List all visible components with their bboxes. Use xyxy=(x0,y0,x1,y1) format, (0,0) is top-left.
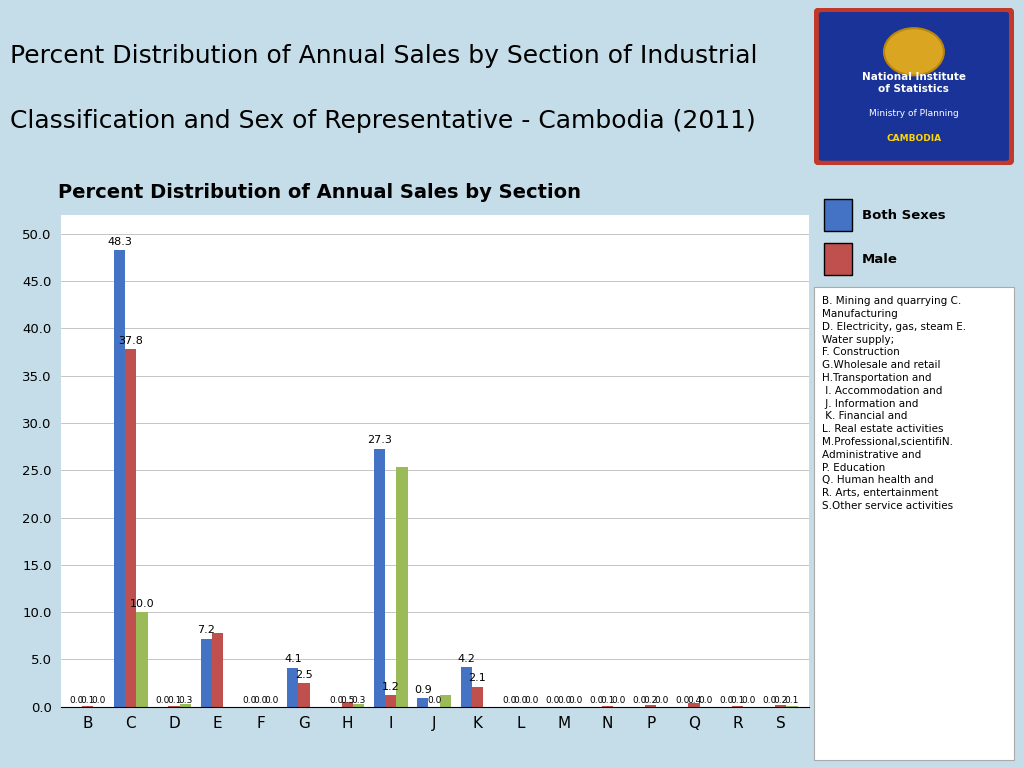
Bar xyxy=(396,468,408,707)
Text: 0.1: 0.1 xyxy=(784,696,800,705)
Bar xyxy=(439,695,451,707)
Text: 1.2: 1.2 xyxy=(382,682,399,692)
Text: 0.2: 0.2 xyxy=(644,696,657,705)
Bar xyxy=(353,703,365,707)
Bar xyxy=(645,705,656,707)
Text: 2.5: 2.5 xyxy=(295,670,313,680)
Text: 0.0: 0.0 xyxy=(265,696,280,705)
Text: 2.1: 2.1 xyxy=(469,674,486,684)
Text: 0.0: 0.0 xyxy=(503,696,517,705)
Bar xyxy=(169,706,180,707)
Text: 4.2: 4.2 xyxy=(458,654,475,664)
Text: Percent Distribution of Annual Sales by Section: Percent Distribution of Annual Sales by … xyxy=(57,184,581,203)
Text: 0.1: 0.1 xyxy=(600,696,614,705)
Text: Ministry of Planning: Ministry of Planning xyxy=(869,108,958,118)
Bar xyxy=(461,667,472,707)
Text: 0.0: 0.0 xyxy=(741,696,756,705)
Bar xyxy=(385,695,396,707)
Text: 0.9: 0.9 xyxy=(414,685,432,695)
Text: 0.0: 0.0 xyxy=(589,696,603,705)
Text: Classification and Sex of Representative - Cambodia (2011): Classification and Sex of Representative… xyxy=(10,109,756,133)
Text: 0.4: 0.4 xyxy=(687,696,701,705)
Text: 37.8: 37.8 xyxy=(119,336,143,346)
Bar xyxy=(201,638,212,707)
Text: 0.0: 0.0 xyxy=(719,696,733,705)
Text: 0.0: 0.0 xyxy=(427,696,441,705)
Text: 0.0: 0.0 xyxy=(69,696,83,705)
Text: 7.2: 7.2 xyxy=(198,625,215,635)
Bar xyxy=(125,349,136,707)
Text: 0.0: 0.0 xyxy=(611,696,626,705)
Text: 0.5: 0.5 xyxy=(340,696,354,705)
Bar xyxy=(732,706,743,707)
Bar xyxy=(688,703,699,707)
Text: 4.1: 4.1 xyxy=(284,654,302,664)
FancyBboxPatch shape xyxy=(824,199,852,231)
Text: 0.3: 0.3 xyxy=(351,696,366,705)
Bar xyxy=(417,698,428,707)
Text: 0.0: 0.0 xyxy=(762,696,777,705)
Text: CAMBODIA: CAMBODIA xyxy=(887,134,941,143)
Bar xyxy=(786,706,798,707)
Text: 0.0: 0.0 xyxy=(546,696,560,705)
Text: 0.3: 0.3 xyxy=(178,696,193,705)
Text: 0.1: 0.1 xyxy=(80,696,94,705)
Bar xyxy=(298,683,309,707)
Bar xyxy=(342,702,353,707)
Text: 0.0: 0.0 xyxy=(329,696,343,705)
FancyBboxPatch shape xyxy=(824,243,852,276)
Bar xyxy=(180,703,191,707)
Text: 0.0: 0.0 xyxy=(525,696,540,705)
Text: Percent Distribution of Annual Sales by Section of Industrial: Percent Distribution of Annual Sales by … xyxy=(10,45,758,68)
Bar xyxy=(212,633,223,707)
Bar xyxy=(136,612,147,707)
Bar xyxy=(114,250,125,707)
Text: 0.0: 0.0 xyxy=(243,696,257,705)
Text: 0.0: 0.0 xyxy=(254,696,268,705)
Bar xyxy=(602,706,613,707)
Text: 10.0: 10.0 xyxy=(130,599,155,609)
Text: 0.0: 0.0 xyxy=(676,696,690,705)
Text: 0.0: 0.0 xyxy=(655,696,670,705)
FancyBboxPatch shape xyxy=(816,9,1012,164)
Bar xyxy=(287,668,298,707)
Text: 48.3: 48.3 xyxy=(108,237,132,247)
Circle shape xyxy=(884,28,944,75)
Text: B. Mining and quarrying C.
Manufacturing
D. Electricity, gas, steam E.
Water sup: B. Mining and quarrying C. Manufacturing… xyxy=(822,296,967,511)
Text: 0.2: 0.2 xyxy=(774,696,787,705)
Bar xyxy=(82,706,93,707)
Text: 0.0: 0.0 xyxy=(698,696,713,705)
Text: Male: Male xyxy=(862,253,898,266)
Bar xyxy=(775,705,786,707)
Text: 0.0: 0.0 xyxy=(514,696,528,705)
Text: 0.0: 0.0 xyxy=(557,696,571,705)
Bar xyxy=(374,449,385,707)
Text: Both Sexes: Both Sexes xyxy=(862,209,945,222)
Bar xyxy=(472,687,483,707)
FancyBboxPatch shape xyxy=(814,287,1014,760)
Text: 0.1: 0.1 xyxy=(167,696,181,705)
Text: 0.0: 0.0 xyxy=(633,696,647,705)
Text: 27.3: 27.3 xyxy=(367,435,392,445)
Text: 0.1: 0.1 xyxy=(730,696,744,705)
Text: 0.0: 0.0 xyxy=(91,696,105,705)
Text: 0.0: 0.0 xyxy=(568,696,583,705)
Text: 0.0: 0.0 xyxy=(156,696,170,705)
Text: National Institute
of Statistics: National Institute of Statistics xyxy=(862,72,966,94)
